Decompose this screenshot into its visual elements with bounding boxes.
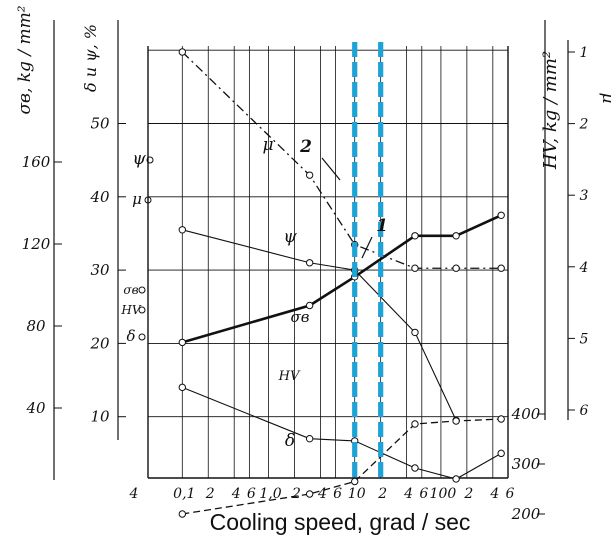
series-label: ψ xyxy=(283,227,297,247)
mu-tick-label: 4 xyxy=(579,260,589,276)
x-tick-label: 2 xyxy=(377,486,387,502)
mu-tick-label: 1 xyxy=(580,45,589,61)
delta-psi-tick-label: 30 xyxy=(90,261,110,279)
chart-grid xyxy=(148,46,509,478)
left-marker-circle xyxy=(146,156,154,164)
x-tick-label: 100 xyxy=(430,486,457,502)
hv-tick-label: 300 xyxy=(512,455,541,473)
data-point xyxy=(178,510,187,518)
hv-axis-title: HV, kg / mm² xyxy=(540,51,561,170)
x-tick-label: 6 xyxy=(506,486,515,502)
data-point xyxy=(305,259,314,267)
data-point xyxy=(411,328,419,337)
data-point xyxy=(178,383,187,392)
annotation-leader xyxy=(321,157,341,181)
series-line xyxy=(181,214,502,344)
data-point xyxy=(411,464,419,472)
x-tick-label: 2 xyxy=(205,486,215,502)
hv-tick-label: 400 xyxy=(511,405,541,423)
sigma-axis-title: σв, kg / mm² xyxy=(15,5,35,114)
x-tick-label: 4 xyxy=(317,486,327,502)
left-marker-circle xyxy=(138,306,146,314)
data-point xyxy=(178,338,187,347)
x-tick-label: 6 xyxy=(419,486,428,502)
data-point xyxy=(497,415,505,423)
data-point xyxy=(305,301,314,310)
delta-psi-tick-label: 40 xyxy=(89,188,110,206)
x-axis-title: Cooling speed, grad / sec xyxy=(210,509,471,535)
series-line xyxy=(182,229,457,421)
x-tick-label: 0,1 xyxy=(173,486,195,502)
x-tick-label: 1,0 xyxy=(259,486,281,502)
hv-tick-label: 200 xyxy=(511,505,541,523)
x-tick-label: 4 xyxy=(129,486,139,502)
data-point xyxy=(452,232,460,240)
x-tick-label: 2 xyxy=(291,486,301,502)
sigma-tick-label: 80 xyxy=(26,317,46,335)
delta-psi-tick-label: 10 xyxy=(90,408,110,426)
data-point xyxy=(411,232,419,240)
data-point xyxy=(178,48,187,56)
left-marker-circle xyxy=(138,286,146,294)
x-tick-label: 2 xyxy=(463,486,473,502)
left-marker-circle xyxy=(138,333,146,341)
reference-lines xyxy=(352,42,384,482)
delta-psi-axis-title: δ и ψ, % xyxy=(81,24,100,92)
x-tick-label: 6 xyxy=(333,486,342,502)
x-tick-label: 6 xyxy=(247,486,256,502)
mu-tick-label: 2 xyxy=(579,117,589,133)
mu-tick-label: 6 xyxy=(580,403,589,419)
annotation-label: 2 xyxy=(299,137,312,157)
left-marker-label: ψ xyxy=(132,149,146,169)
data-point xyxy=(351,477,359,486)
annotation-leader xyxy=(361,236,373,259)
mu-tick-label: 3 xyxy=(580,188,589,204)
left-marker-label: HV xyxy=(120,303,141,317)
x-tick-label: 4 xyxy=(403,486,413,502)
data-point xyxy=(305,490,314,498)
delta-psi-tick-label: 20 xyxy=(89,334,110,352)
sigma-tick-label: 120 xyxy=(22,235,51,253)
sigma-tick-label: 160 xyxy=(22,153,51,171)
data-point xyxy=(411,264,419,272)
data-point xyxy=(411,420,419,428)
series-label: HV xyxy=(278,369,301,384)
series-label: σв xyxy=(291,308,310,326)
x-tick-label: 4 xyxy=(231,486,241,502)
chart-axes xyxy=(53,20,575,515)
left-marker-label: σв xyxy=(123,283,138,297)
annotation-label: 1 xyxy=(376,216,388,236)
sigma-tick-label: 40 xyxy=(25,399,46,417)
x-tick-label: 4 xyxy=(489,486,499,502)
series-label: δ xyxy=(285,431,295,451)
data-point xyxy=(305,171,314,179)
mu-tick-label: 5 xyxy=(580,331,589,347)
left-marker-circle xyxy=(144,196,152,204)
data-point xyxy=(452,264,460,272)
delta-psi-tick-label: 50 xyxy=(90,115,110,133)
data-point xyxy=(178,226,187,234)
x-tick-label: 10 xyxy=(348,486,366,502)
chart-series xyxy=(178,48,505,518)
data-point xyxy=(305,434,314,443)
left-marker-label: δ xyxy=(126,327,135,345)
data-point xyxy=(497,211,505,220)
data-point xyxy=(497,264,505,272)
series-line xyxy=(182,386,502,480)
series-label: μ xyxy=(262,135,273,155)
left-marker-label: μ xyxy=(132,190,142,208)
data-point xyxy=(452,475,460,483)
mu-axis-title: μ xyxy=(598,92,611,103)
data-point xyxy=(452,417,460,425)
data-point xyxy=(497,449,505,458)
